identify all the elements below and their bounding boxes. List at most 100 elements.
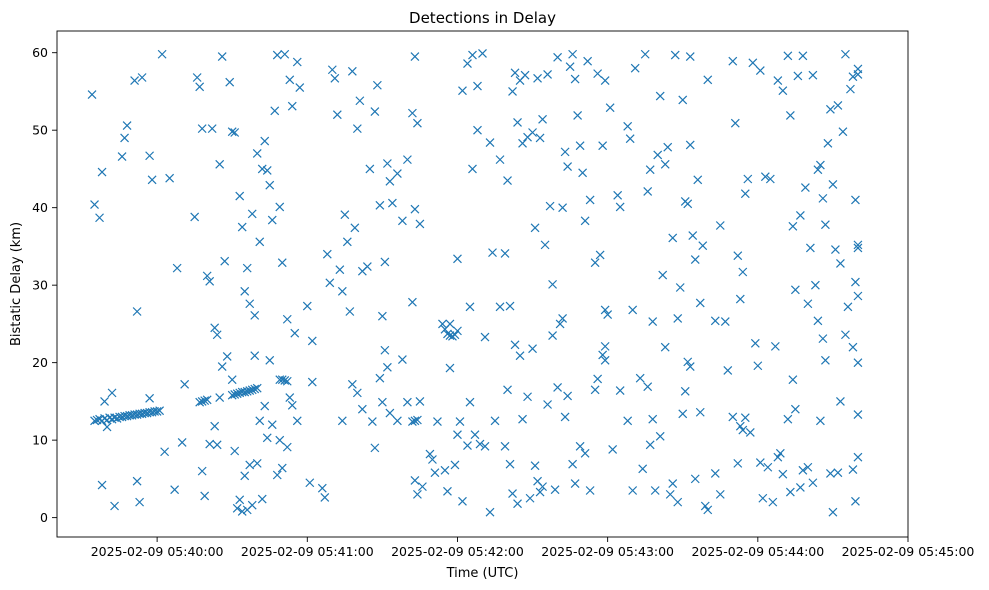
detection-point [783, 51, 793, 61]
detection-point [835, 259, 845, 268]
detection-point [272, 50, 282, 60]
detection-point [778, 86, 788, 96]
detection-point [853, 358, 863, 368]
detection-point [835, 396, 845, 406]
detection-point [728, 56, 738, 66]
detection-point [560, 412, 570, 422]
detection-point [643, 186, 653, 196]
detection-point [693, 175, 703, 185]
detection-point [275, 202, 285, 212]
detection-point [543, 400, 553, 409]
detection-point [245, 386, 255, 395]
detection-point [841, 330, 850, 340]
detection-point [480, 332, 490, 342]
y-tick-label: 60 [32, 45, 48, 60]
detection-point [270, 106, 280, 116]
detection-point [232, 503, 242, 513]
detection-point [773, 452, 783, 462]
detection-point [733, 251, 743, 261]
detection-point [357, 404, 367, 414]
detection-point [392, 416, 402, 426]
detection-point [798, 465, 808, 475]
y-axis-label: Bistatic Delay (km) [9, 222, 24, 346]
detection-point [282, 314, 292, 324]
detection-point [280, 49, 290, 59]
detection-point [783, 414, 793, 424]
detection-point [347, 379, 357, 389]
detection-point [515, 351, 525, 361]
detection-point [848, 72, 858, 82]
detection-point [545, 201, 555, 211]
x-tick-label: 2025-02-09 05:41:00 [241, 544, 374, 559]
detection-point [558, 203, 568, 213]
detection-point [723, 365, 733, 375]
detection-point [543, 69, 553, 79]
detection-point [540, 240, 550, 250]
detection-point [848, 465, 858, 475]
detection-point [733, 458, 743, 468]
detection-point [795, 210, 805, 220]
detection-point [660, 159, 670, 169]
detection-point [690, 255, 700, 265]
detection-point [160, 447, 170, 457]
detection-point [735, 294, 745, 304]
detection-point [397, 355, 407, 364]
detection-point [415, 219, 425, 229]
detection-point [495, 155, 505, 165]
detection-point [235, 191, 245, 201]
detection-point [518, 414, 527, 424]
detection-point [583, 56, 593, 66]
detection-point [750, 338, 760, 348]
detection-point [685, 140, 695, 150]
detection-point [97, 167, 107, 177]
detection-point [232, 389, 242, 399]
detection-point [222, 352, 232, 361]
detection-point [402, 397, 412, 407]
detection-point [665, 489, 675, 499]
detection-point [503, 176, 512, 185]
detection-point [600, 305, 610, 315]
detection-point [535, 487, 545, 497]
detection-point [375, 200, 385, 210]
detection-point [703, 75, 713, 85]
detection-point [342, 237, 352, 247]
detection-point [217, 362, 227, 371]
detection-point [240, 471, 250, 481]
detection-point [480, 441, 490, 451]
detection-point [735, 421, 745, 431]
detection-point [215, 393, 225, 402]
detection-point [568, 49, 578, 59]
detection-point [695, 407, 705, 417]
detection-point [593, 374, 603, 384]
detection-point [377, 397, 387, 407]
detection-point [605, 103, 615, 113]
detection-point [853, 291, 863, 301]
detection-point [465, 302, 475, 312]
detection-point [818, 193, 828, 203]
detection-point [683, 199, 693, 209]
detection-point [743, 174, 753, 184]
detection-point [815, 416, 825, 426]
detection-point [453, 430, 462, 440]
detection-point [640, 49, 650, 59]
detection-point [307, 336, 317, 346]
detection-point [377, 311, 387, 321]
detection-point [828, 180, 838, 189]
detection-point [510, 340, 520, 350]
detection-point [350, 223, 360, 233]
detection-point [132, 307, 142, 316]
detection-point [468, 50, 477, 60]
detection-point [851, 496, 860, 506]
detection-point [503, 385, 512, 395]
detection-point [853, 69, 863, 79]
detection-point [337, 416, 347, 426]
detection-point [453, 254, 462, 264]
detection-point [245, 460, 255, 470]
detection-point [475, 439, 485, 449]
detection-point [565, 62, 575, 72]
detection-point [523, 392, 532, 402]
detection-point [265, 180, 275, 190]
detection-point [195, 397, 205, 407]
detection-point [230, 128, 240, 137]
detection-point [653, 150, 663, 160]
